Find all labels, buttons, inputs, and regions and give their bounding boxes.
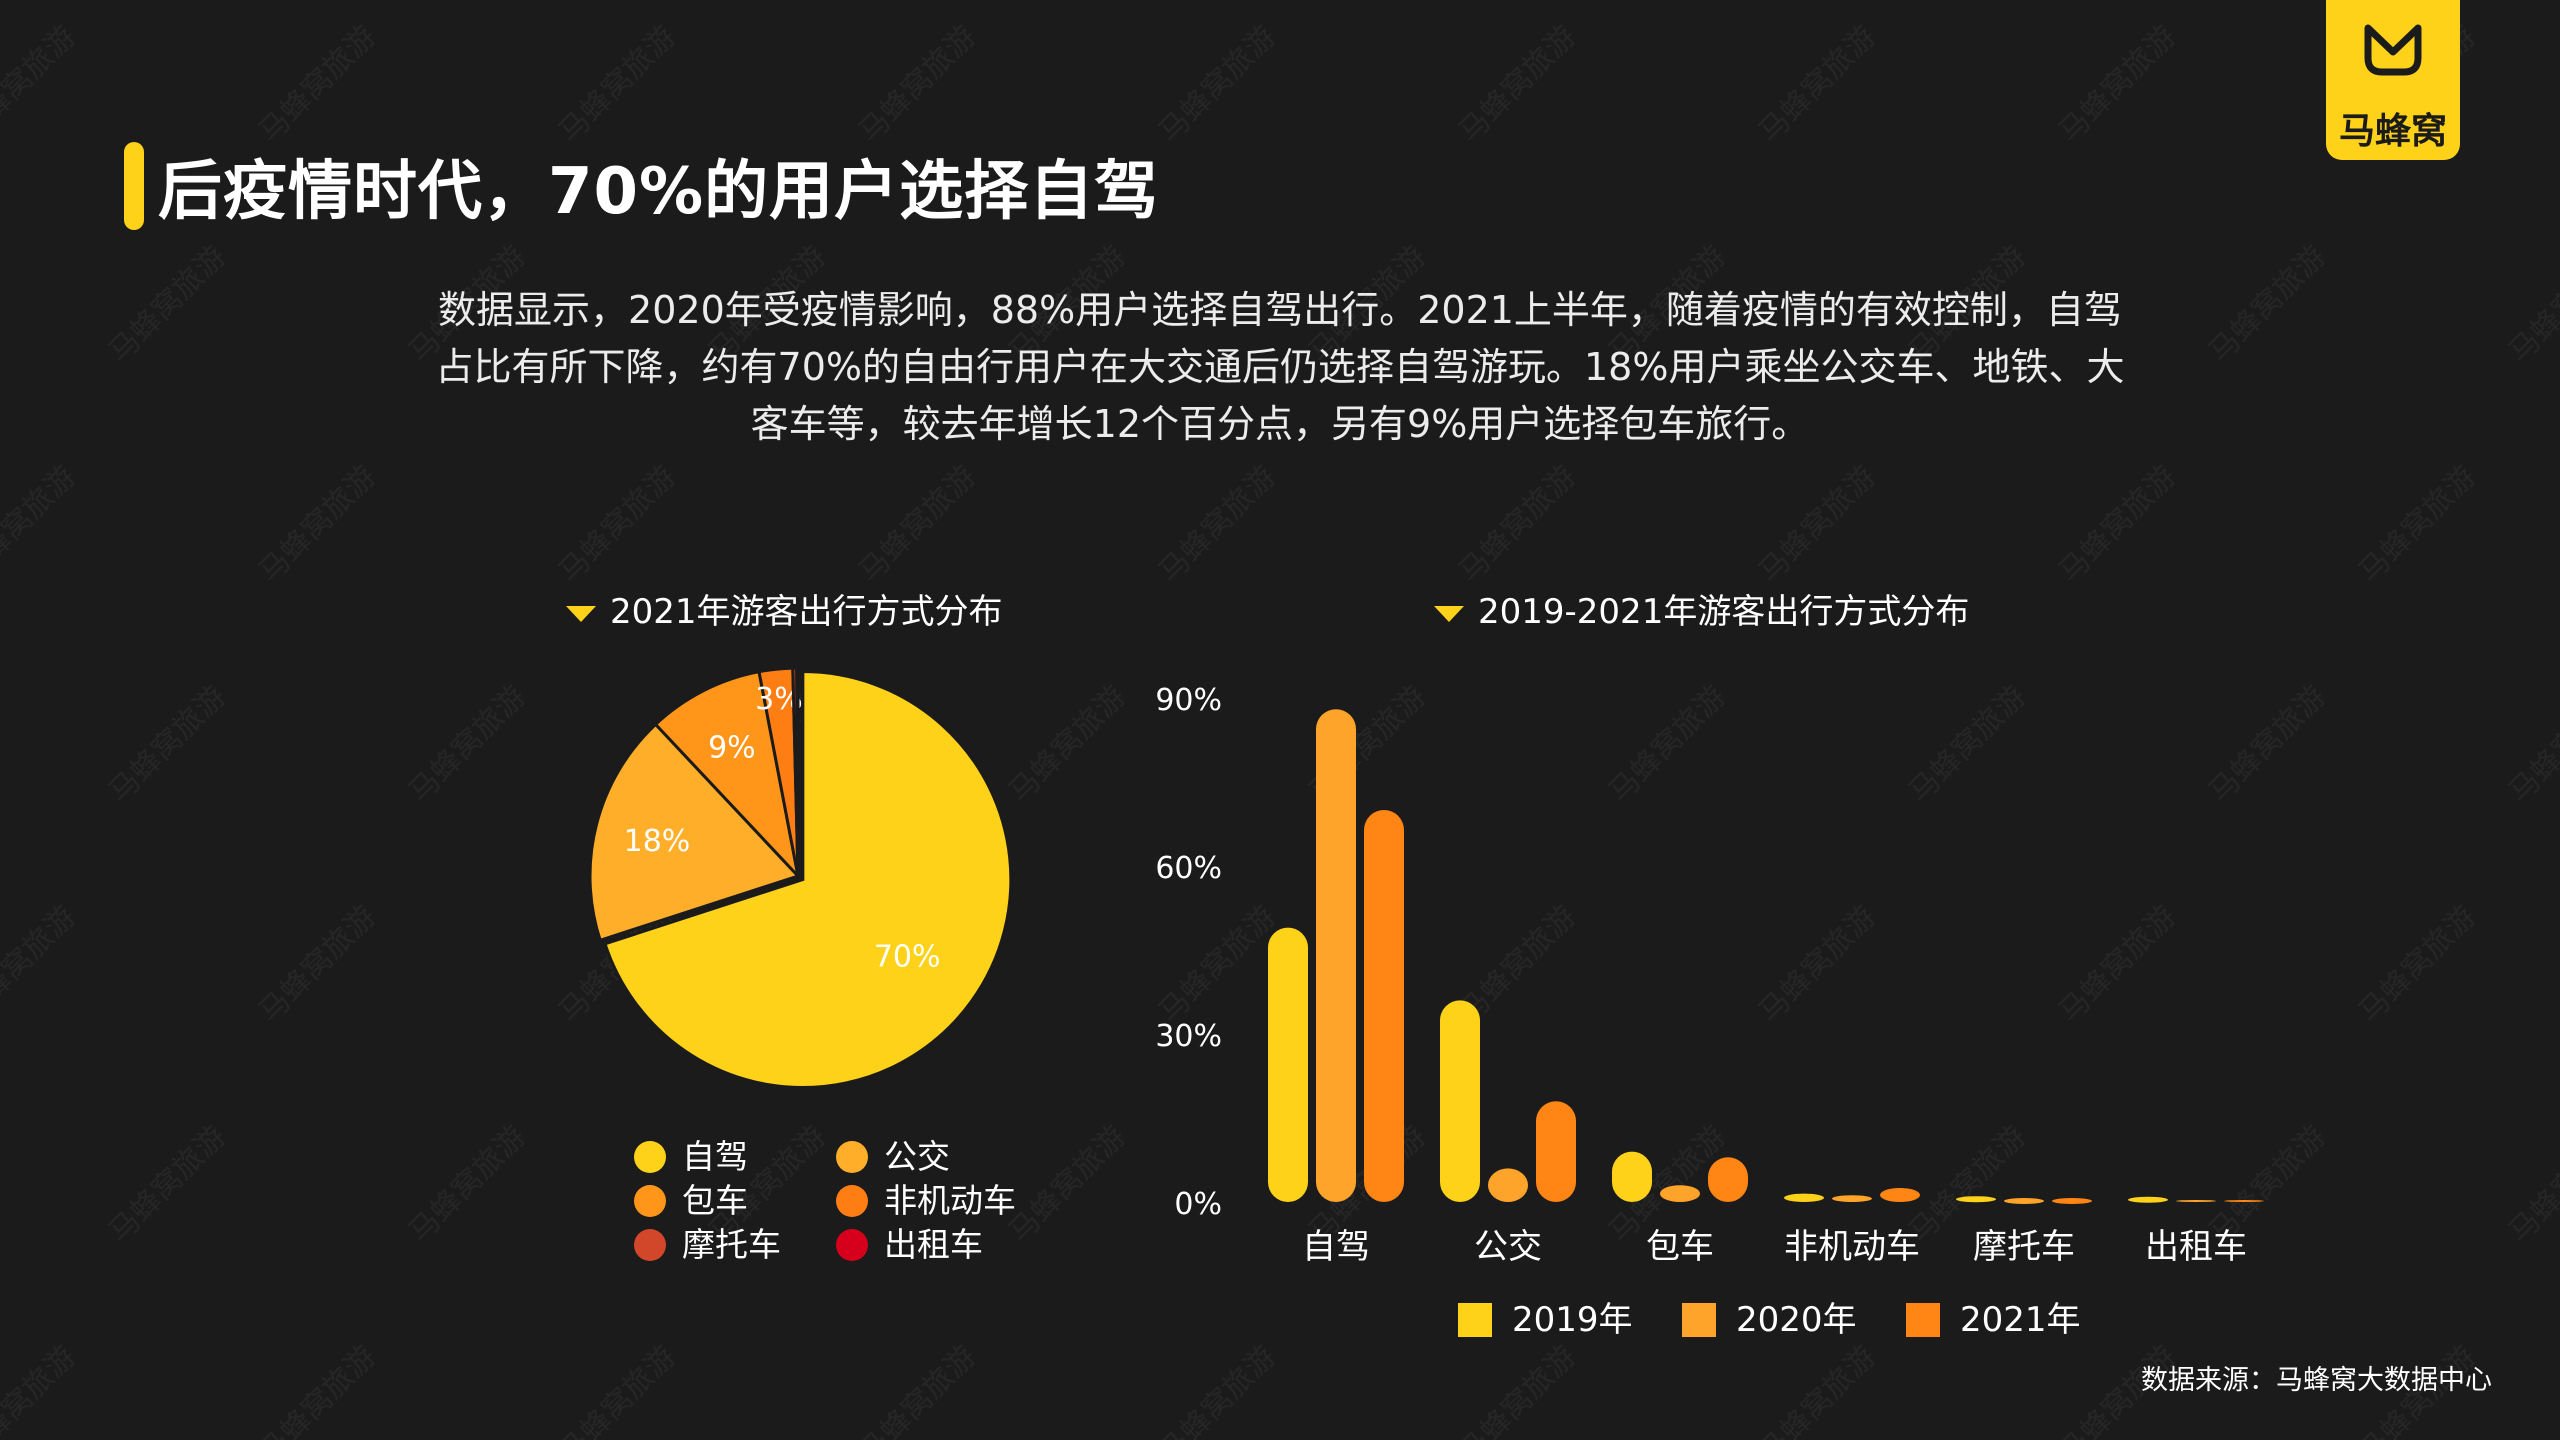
legend-label: 2019年: [1512, 1300, 1633, 1340]
legend-dot: [634, 1228, 666, 1261]
legend-dot: [836, 1228, 868, 1261]
logo-text: 马蜂窝: [2338, 111, 2447, 152]
legend-item-feijidongche: 非机动车: [836, 1174, 1016, 1222]
bar-2-1: [1660, 1185, 1700, 1202]
watermark-text: 马蜂窝旅游: [2352, 899, 2483, 1030]
legend-item-2021: 2021年: [1906, 1292, 2081, 1341]
pie-slice-2: [653, 669, 801, 881]
pie-chart-title: 2021年游客出行方式分布: [566, 584, 1003, 633]
legend-item-2019: 2019年: [1458, 1292, 1633, 1341]
legend-label: 出租车: [884, 1225, 983, 1264]
watermark-text: 马蜂窝旅游: [0, 1339, 83, 1440]
y-tick-label: 0%: [1174, 1187, 1222, 1222]
legend-label: 自驾: [682, 1137, 748, 1176]
bar-5-1: [2176, 1200, 2216, 1202]
y-tick-label: 60%: [1155, 851, 1222, 886]
legend-label: 2021年: [1960, 1300, 2081, 1340]
title-accent-bar: [124, 142, 144, 230]
watermark-text: 马蜂窝旅游: [252, 1339, 383, 1440]
legend-swatch: [1458, 1302, 1492, 1337]
bar-5-0: [2128, 1196, 2168, 1203]
bar-chart-title: 2019-2021年游客出行方式分布: [1434, 584, 1969, 633]
legend-label: 摩托车: [682, 1225, 781, 1264]
legend-label: 2020年: [1736, 1300, 1857, 1340]
bar-2-0: [1612, 1151, 1652, 1202]
bar-3-1: [1832, 1195, 1872, 1202]
y-tick-label: 30%: [1155, 1019, 1222, 1054]
description-text: 数据显示，2020年受疫情影响，88%用户选择自驾出行。2021上半年，随着疫情…: [435, 288, 2125, 446]
bar-3-0: [1784, 1193, 1824, 1203]
bar-0-2: [1364, 810, 1404, 1202]
legend-item-baoche: 包车: [634, 1174, 748, 1222]
legend-item-motuoche: 摩托车: [634, 1218, 781, 1266]
watermark-text: 马蜂窝旅游: [1452, 1339, 1583, 1440]
x-tick-label: 自驾: [1302, 1227, 1370, 1267]
legend-dot: [836, 1140, 868, 1173]
x-tick-label: 摩托车: [1973, 1227, 2075, 1267]
legend-item-zijia: 自驾: [634, 1130, 748, 1178]
pie-data-label: 18%: [624, 824, 691, 859]
pie-chart: 70%18%9%3%: [588, 666, 1013, 1090]
legend-swatch: [1682, 1302, 1716, 1337]
triangle-down-icon: [566, 605, 596, 622]
watermark-text: 马蜂窝旅游: [2502, 239, 2560, 370]
legend-label: 非机动车: [884, 1181, 1016, 1220]
x-tick-label: 出租车: [2145, 1227, 2247, 1267]
bar-4-1: [2004, 1198, 2044, 1204]
pie-data-label: 70%: [874, 939, 941, 974]
legend-item-2020: 2020年: [1682, 1292, 1857, 1341]
bar-5-2: [2224, 1200, 2264, 1202]
watermark-text: 马蜂窝旅游: [552, 1339, 683, 1440]
y-tick-label: 90%: [1155, 683, 1222, 718]
legend-dot: [836, 1184, 868, 1217]
pie-chart-title-text: 2021年游客出行方式分布: [610, 592, 1003, 632]
triangle-down-icon: [1434, 605, 1464, 622]
data-source: 数据来源：马蜂窝大数据中心: [2141, 1365, 2492, 1396]
bar-3-2: [1880, 1188, 1920, 1202]
bar-0-1: [1316, 709, 1356, 1202]
legend-swatch: [1906, 1302, 1940, 1337]
x-tick-label: 公交: [1474, 1227, 1542, 1267]
bar-chart: 90% 60% 30% 0% 自驾 公交 包车 非机动车 摩托车 出租车: [1155, 683, 2264, 1267]
legend-dot: [634, 1140, 666, 1173]
mafengwo-m-icon: [2364, 24, 2422, 76]
legend-item-gongjiao: 公交: [836, 1130, 950, 1178]
pie-slice-0: [603, 670, 1013, 1090]
pie-slice-5: [795, 666, 800, 877]
bar-0-0: [1268, 927, 1308, 1202]
x-tick-label: 非机动车: [1784, 1227, 1920, 1267]
legend-item-chuzuche: 出租车: [836, 1218, 983, 1266]
watermark-text: 马蜂窝旅游: [2502, 679, 2560, 810]
bar-chart-title-text: 2019-2021年游客出行方式分布: [1478, 592, 1970, 632]
bar-1-0: [1440, 1000, 1480, 1202]
legend-dot: [634, 1184, 666, 1217]
watermark-text: 马蜂窝旅游: [852, 1339, 983, 1440]
bar-4-2: [2052, 1198, 2092, 1204]
watermark-text: 马蜂窝旅游: [1152, 1339, 1283, 1440]
bar-4-0: [1956, 1196, 1996, 1203]
bar-1-2: [1536, 1101, 1576, 1202]
mafengwo-logo[interactable]: 马蜂窝: [2326, 0, 2460, 160]
watermark-text: 马蜂窝旅游: [1752, 1339, 1883, 1440]
watermark-text: 马蜂窝旅游: [2352, 459, 2483, 590]
bar-2-2: [1708, 1157, 1748, 1202]
watermark-text: 马蜂窝旅游: [2502, 1119, 2560, 1250]
x-tick-label: 包车: [1646, 1227, 1714, 1267]
pie-slice-1: [588, 722, 801, 943]
legend-label: 公交: [884, 1137, 950, 1176]
pie-data-label: 9%: [708, 730, 756, 765]
legend-label: 包车: [682, 1181, 748, 1220]
page-title: 后疫情时代，70%的用户选择自驾: [158, 155, 1160, 229]
bar-1-1: [1488, 1168, 1528, 1202]
